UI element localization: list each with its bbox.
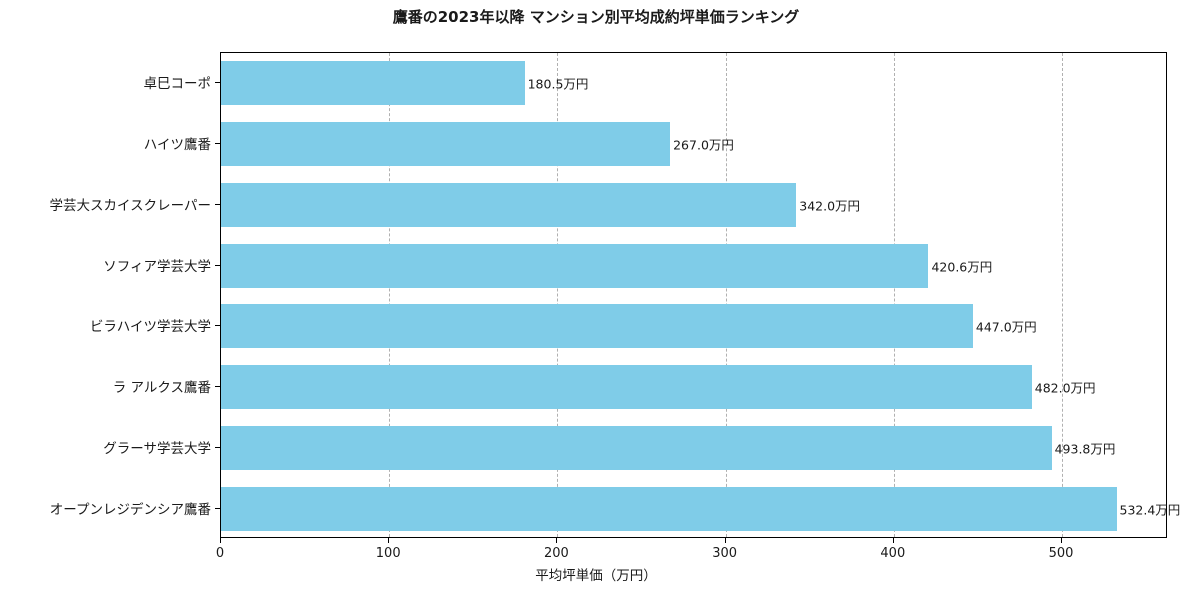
bar[interactable] [221,243,929,288]
y-tick-mark [215,446,220,448]
x-tick-mark [892,538,894,543]
bar-value-label: 482.0万円 [1034,380,1096,396]
x-tick-label: 500 [1048,546,1074,561]
bar-row[interactable]: 447.0万円 [221,304,1166,349]
y-tick-label: グラーサ学芸大学 [103,440,211,457]
y-tick-label: ソフィア学芸大学 [103,258,211,275]
x-axis-title: 平均坪単価（万円） [535,568,657,584]
y-axis: 卓巳コーポハイツ鷹番学芸大スカイスクレーパーソフィア学芸大学ビラハイツ学芸大学ラ… [0,52,220,538]
bar[interactable] [221,304,973,349]
x-tick-label: 100 [375,546,401,561]
x-tick-mark [1061,538,1063,543]
bar-row[interactable]: 420.6万円 [221,243,1166,288]
y-tick-label-group: ラ アルクス鷹番 [113,376,220,396]
y-tick-label: ハイツ鷹番 [143,137,211,154]
bar-value-label: 493.8万円 [1054,441,1116,457]
bar-row[interactable]: 180.5万円 [221,61,1166,106]
bar-value-label: 267.0万円 [673,137,734,153]
y-tick-label-group: 学芸大スカイスクレーパー [50,194,220,214]
bar[interactable] [221,425,1052,470]
x-tick-label: 400 [880,546,906,561]
y-tick-label-group: 卓巳コーポ [144,72,221,92]
y-tick-label-group: オープンレジデンシア鷹番 [50,498,220,518]
bar-value-label: 342.0万円 [799,198,861,214]
y-tick-label-group: グラーサ学芸大学 [103,437,220,457]
x-tick-mark [724,538,726,543]
x-tick-mark [388,538,390,543]
bar[interactable] [221,122,671,167]
y-tick-label: 卓巳コーポ [143,76,212,93]
y-tick-label: オープンレジデンシア鷹番 [49,501,211,518]
bar-value-label: 420.6万円 [931,259,993,275]
x-tick-mark [220,538,221,543]
y-tick-mark [215,203,220,205]
bar-series: 180.5万円 267.0万円 342.0万円 420.6万円 447.0万円 482.0… [221,53,1180,537]
x-tick-label: 300 [712,546,738,561]
bar-value-label: 447.0万円 [975,319,1037,335]
y-tick-label-group: ビラハイツ学芸大学 [90,315,220,335]
bar-value-label: 532.4万円 [1119,502,1181,518]
plot-area: 180.5万円 267.0万円 342.0万円 420.6万円 447.0万円 482.0… [220,52,1180,538]
y-tick-label: 学芸大スカイスクレーパー [49,197,211,214]
bar[interactable] [221,182,797,227]
bar[interactable] [221,61,525,106]
x-axis: 0 100 200 300 400 500 [216,538,1167,568]
x-tick-label: 0 [215,546,225,561]
y-tick-mark [215,82,220,84]
y-tick-label: ラ アルクス鷹番 [112,380,211,397]
bar[interactable] [221,486,1117,531]
y-tick-mark [215,143,220,145]
x-tick-label: 200 [543,546,569,561]
bar-row[interactable]: 267.0万円 [221,122,1166,167]
y-tick-mark [215,386,220,388]
bar-row[interactable]: 532.4万円 [221,486,1180,531]
y-tick-mark [215,264,220,266]
y-tick-mark [215,507,220,509]
y-tick-label-group: ソフィア学芸大学 [103,255,220,275]
y-tick-mark [215,325,220,327]
bar-row[interactable]: 493.8万円 [221,425,1166,470]
chart-title: 鷹番の2023年以降 マンション別平均成約坪単価ランキング [392,8,800,26]
bar[interactable] [221,365,1032,410]
x-tick-mark [556,538,558,543]
y-tick-label-group: ハイツ鷹番 [144,133,220,153]
y-tick-label: ビラハイツ学芸大学 [89,319,211,336]
bar-row[interactable]: 342.0万円 [221,182,1166,227]
bar-row[interactable]: 482.0万円 [221,365,1166,410]
bar-value-label: 180.5万円 [527,76,589,92]
